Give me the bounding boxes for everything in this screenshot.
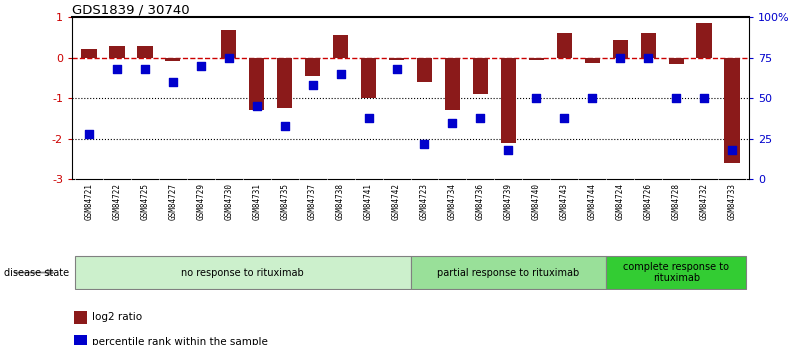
Bar <box>361 58 376 98</box>
Point <box>698 96 710 101</box>
Text: GSM84721: GSM84721 <box>84 183 94 220</box>
Bar <box>74 311 87 324</box>
Text: GSM84741: GSM84741 <box>364 183 373 220</box>
Text: percentile rank within the sample: percentile rank within the sample <box>92 337 268 345</box>
Point <box>558 115 571 120</box>
Point <box>586 96 598 101</box>
Text: GSM84733: GSM84733 <box>727 183 737 220</box>
Bar <box>333 36 348 58</box>
Text: GSM84739: GSM84739 <box>504 183 513 220</box>
Point <box>642 55 654 61</box>
Point <box>530 96 543 101</box>
Text: GSM84726: GSM84726 <box>644 183 653 220</box>
Text: no response to rituximab: no response to rituximab <box>181 268 304 277</box>
Text: GSM84736: GSM84736 <box>476 183 485 220</box>
Bar <box>74 335 87 345</box>
Text: GDS1839 / 30740: GDS1839 / 30740 <box>72 3 190 16</box>
Text: GSM84724: GSM84724 <box>616 183 625 220</box>
Bar <box>305 58 320 76</box>
Text: GSM84740: GSM84740 <box>532 183 541 220</box>
Point <box>139 66 151 72</box>
Text: GSM84743: GSM84743 <box>560 183 569 220</box>
Text: GSM84732: GSM84732 <box>700 183 709 220</box>
Text: log2 ratio: log2 ratio <box>92 312 142 322</box>
FancyBboxPatch shape <box>410 256 606 289</box>
Text: GSM84738: GSM84738 <box>336 183 345 220</box>
Text: GSM84737: GSM84737 <box>308 183 317 220</box>
Text: GSM84730: GSM84730 <box>224 183 233 220</box>
Text: GSM84742: GSM84742 <box>392 183 401 220</box>
Point <box>502 147 515 153</box>
Bar <box>109 46 124 58</box>
Bar <box>417 58 433 82</box>
Point <box>614 55 626 61</box>
Point <box>111 66 123 72</box>
Text: disease state: disease state <box>4 268 69 277</box>
Text: GSM84735: GSM84735 <box>280 183 289 220</box>
Bar <box>445 58 460 110</box>
Text: GSM84723: GSM84723 <box>420 183 429 220</box>
Bar <box>277 58 292 108</box>
Point <box>726 147 739 153</box>
Bar <box>165 58 180 61</box>
Bar <box>473 58 488 94</box>
Point <box>278 123 291 129</box>
Bar <box>613 40 628 58</box>
Bar <box>641 33 656 58</box>
Point <box>83 131 95 137</box>
Bar <box>81 49 97 58</box>
Bar <box>585 58 600 63</box>
Text: GSM84729: GSM84729 <box>196 183 205 220</box>
Point <box>390 66 403 72</box>
Point <box>334 71 347 77</box>
Point <box>223 55 235 61</box>
Bar <box>249 58 264 110</box>
Text: complete response to
rituximab: complete response to rituximab <box>623 262 729 283</box>
Point <box>195 63 207 69</box>
Text: GSM84722: GSM84722 <box>112 183 121 220</box>
Text: GSM84728: GSM84728 <box>672 183 681 220</box>
Point <box>362 115 375 120</box>
Bar <box>388 58 405 60</box>
Bar <box>221 30 236 58</box>
Text: GSM84731: GSM84731 <box>252 183 261 220</box>
Bar <box>529 58 544 60</box>
FancyBboxPatch shape <box>74 256 410 289</box>
Bar <box>724 58 740 163</box>
Point <box>446 120 459 126</box>
Point <box>418 141 431 147</box>
FancyBboxPatch shape <box>606 256 747 289</box>
Text: GSM84725: GSM84725 <box>140 183 149 220</box>
Text: GSM84744: GSM84744 <box>588 183 597 220</box>
Point <box>474 115 487 120</box>
Bar <box>137 46 152 58</box>
Text: partial response to rituximab: partial response to rituximab <box>437 268 580 277</box>
Bar <box>557 33 572 58</box>
Text: GSM84734: GSM84734 <box>448 183 457 220</box>
Bar <box>697 23 712 58</box>
Point <box>306 82 319 88</box>
Point <box>167 79 179 85</box>
Point <box>670 96 682 101</box>
Point <box>250 104 263 109</box>
Bar <box>501 58 516 143</box>
Text: GSM84727: GSM84727 <box>168 183 177 220</box>
Bar <box>669 58 684 64</box>
